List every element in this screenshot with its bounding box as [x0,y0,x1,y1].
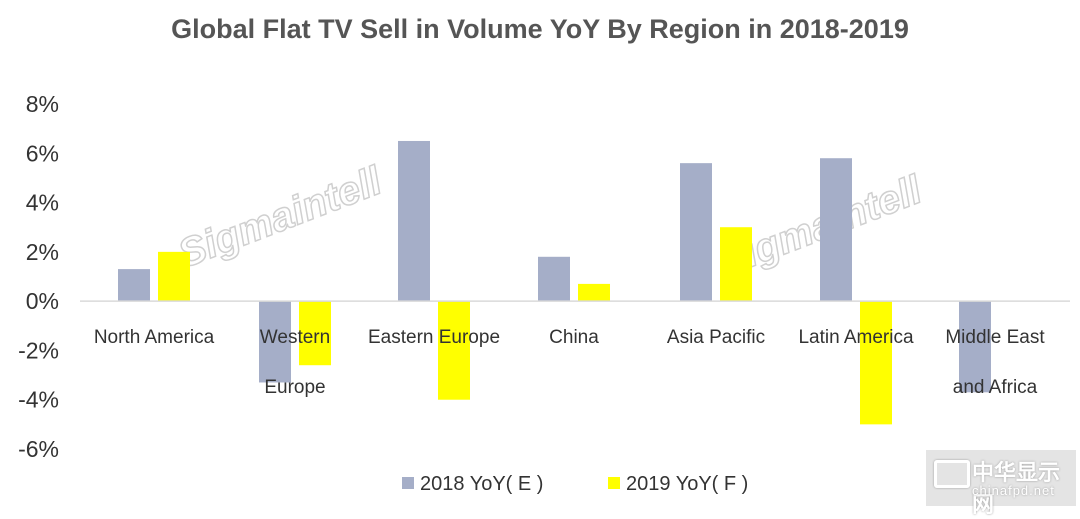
category-label: Middle East [945,327,1045,348]
legend-label: 2019 YoY( F ) [626,473,748,495]
legend-label: 2018 YoY( E ) [420,473,543,495]
watermark-text: Sigmaintell [172,159,388,277]
bar-series1-cat6 [820,158,852,302]
y-tick-label: -2% [18,337,59,363]
category-label: and Africa [953,377,1038,398]
category-label: North America [94,327,215,348]
monitor-icon [934,460,970,488]
category-label: Latin America [798,327,914,348]
bar-series1-cat5 [680,163,712,302]
y-tick-label: 8% [26,91,59,117]
category-label: Western [260,327,330,348]
bar-series2-cat2 [299,301,331,366]
bar-series1-cat7 [959,301,991,393]
chinafpd-logo: 中华显示网 chinafpd.net [926,450,1076,518]
y-tick-label: 0% [26,288,59,314]
category-label: Europe [264,377,325,398]
bar-series2-cat5 [720,227,752,302]
bar-series1-cat3 [398,140,430,302]
y-tick-label: 2% [26,239,59,265]
y-tick-label: -4% [18,387,59,413]
chart-title: Global Flat TV Sell in Volume YoY By Reg… [171,14,909,44]
y-tick-label: -6% [18,436,59,462]
bar-series2-cat6 [860,301,892,425]
logo-sub-text: chinafpd.net [972,483,1055,498]
y-tick-label: 4% [26,190,59,216]
bar-series2-cat4 [578,283,610,302]
legend-swatch [608,477,620,489]
legend-swatch [402,477,414,489]
category-label: China [549,327,599,348]
category-label: Asia Pacific [667,327,765,348]
bar-series2-cat3 [438,301,470,400]
category-label: Eastern Europe [368,327,500,348]
bar-series1-cat1 [118,269,150,302]
bar-series1-cat2 [259,301,291,383]
bar-series1-cat4 [538,256,570,302]
bar-series2-cat1 [158,251,190,302]
y-tick-label: 6% [26,140,59,166]
